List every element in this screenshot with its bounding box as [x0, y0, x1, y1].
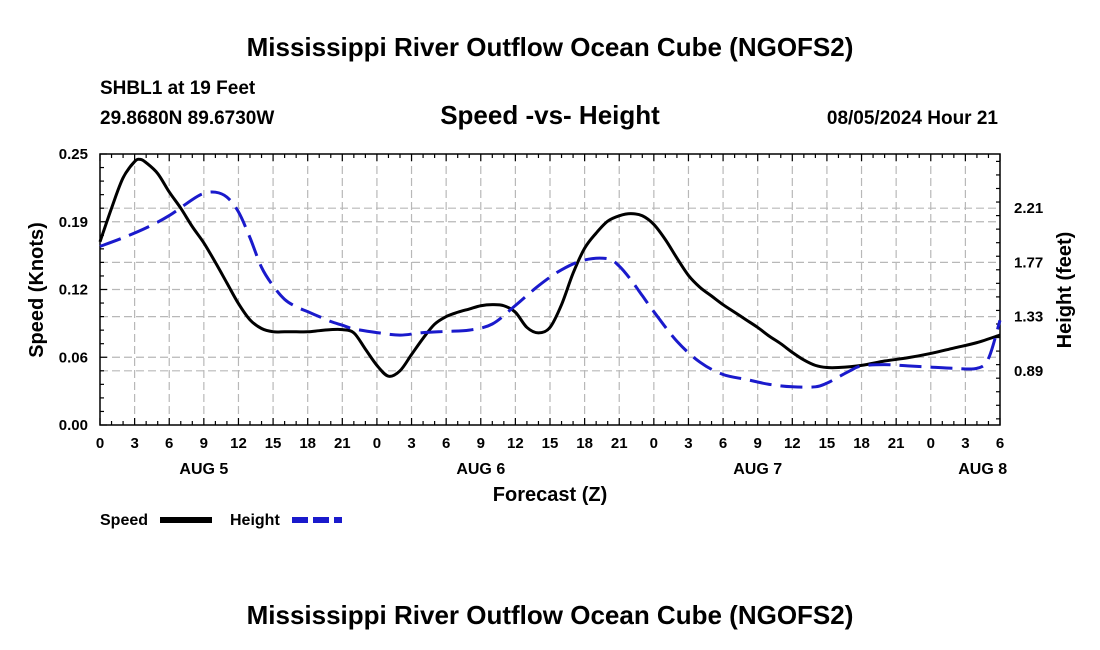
legend-speed-label: Speed [100, 512, 148, 529]
x-tick-label: 18 [853, 435, 870, 452]
x-tick-label: 15 [265, 435, 282, 452]
x-tick-label: 3 [961, 435, 969, 452]
axes: 0 3 6 9 12 15 18 21 0 3 6 9 12 15 18 21 0 3 6 9 12 15 18 21 0 3 6A… [59, 146, 1043, 478]
x-tick-label: 21 [888, 435, 905, 452]
x-tick-label: 6 [442, 435, 450, 452]
x-tick-label: 15 [542, 435, 559, 452]
y-left-tick-label: 0.00 [59, 417, 88, 434]
x-tick-label: 3 [407, 435, 415, 452]
x-tick-label: 9 [477, 435, 485, 452]
x-tick-label: 0 [650, 435, 658, 452]
x-date-label: AUG 8 [958, 461, 1007, 478]
station-label: SHBL1 at 19 Feet [100, 78, 256, 99]
x-tick-label: 12 [784, 435, 801, 452]
chart-title: Mississippi River Outflow Ocean Cube (NG… [247, 32, 854, 62]
footer-title: Mississippi River Outflow Ocean Cube (NG… [247, 600, 854, 630]
height-series-line [99, 190, 1002, 389]
series-layer [98, 157, 1002, 389]
x-date-label: AUG 6 [456, 461, 505, 478]
y-right-tick-label: 1.33 [1014, 309, 1043, 326]
y-right-tick-label: 0.89 [1014, 363, 1043, 380]
x-tick-label: 0 [96, 435, 104, 452]
x-tick-label: 21 [611, 435, 628, 452]
x-tick-label: 3 [684, 435, 692, 452]
x-tick-label: 9 [754, 435, 762, 452]
x-tick-label: 18 [299, 435, 316, 452]
y-left-tick-label: 0.19 [59, 214, 88, 231]
station-coords: 29.8680N 89.6730W [100, 108, 274, 129]
x-tick-label: 3 [130, 435, 138, 452]
x-date-label: AUG 7 [733, 461, 782, 478]
speed-series-line [98, 157, 1001, 378]
x-tick-label: 18 [576, 435, 593, 452]
legend-height-label: Height [230, 512, 280, 529]
y-axis-right-label: Height (feet) [1054, 232, 1076, 349]
x-tick-label: 15 [819, 435, 836, 452]
x-date-label: AUG 5 [179, 461, 228, 478]
x-tick-label: 0 [927, 435, 935, 452]
legend: Speed Height [100, 512, 342, 529]
x-tick-label: 6 [719, 435, 727, 452]
grid-lines [100, 154, 1000, 425]
y-left-tick-label: 0.12 [59, 282, 88, 299]
x-tick-label: 21 [334, 435, 351, 452]
x-tick-label: 9 [200, 435, 208, 452]
x-tick-label: 12 [230, 435, 247, 452]
x-axis-label: Forecast (Z) [493, 484, 607, 506]
y-left-tick-label: 0.25 [59, 146, 88, 163]
chart-subtitle: Speed -vs- Height [440, 100, 660, 130]
y-axis-left-label: Speed (Knots) [26, 222, 48, 358]
forecast-datetime: 08/05/2024 Hour 21 [827, 108, 999, 129]
y-left-tick-label: 0.06 [59, 349, 88, 366]
y-right-tick-label: 2.21 [1014, 200, 1043, 217]
y-right-tick-label: 1.77 [1014, 254, 1043, 271]
x-tick-label: 6 [165, 435, 173, 452]
x-tick-label: 0 [373, 435, 381, 452]
x-tick-label: 12 [507, 435, 524, 452]
x-tick-label: 6 [996, 435, 1004, 452]
